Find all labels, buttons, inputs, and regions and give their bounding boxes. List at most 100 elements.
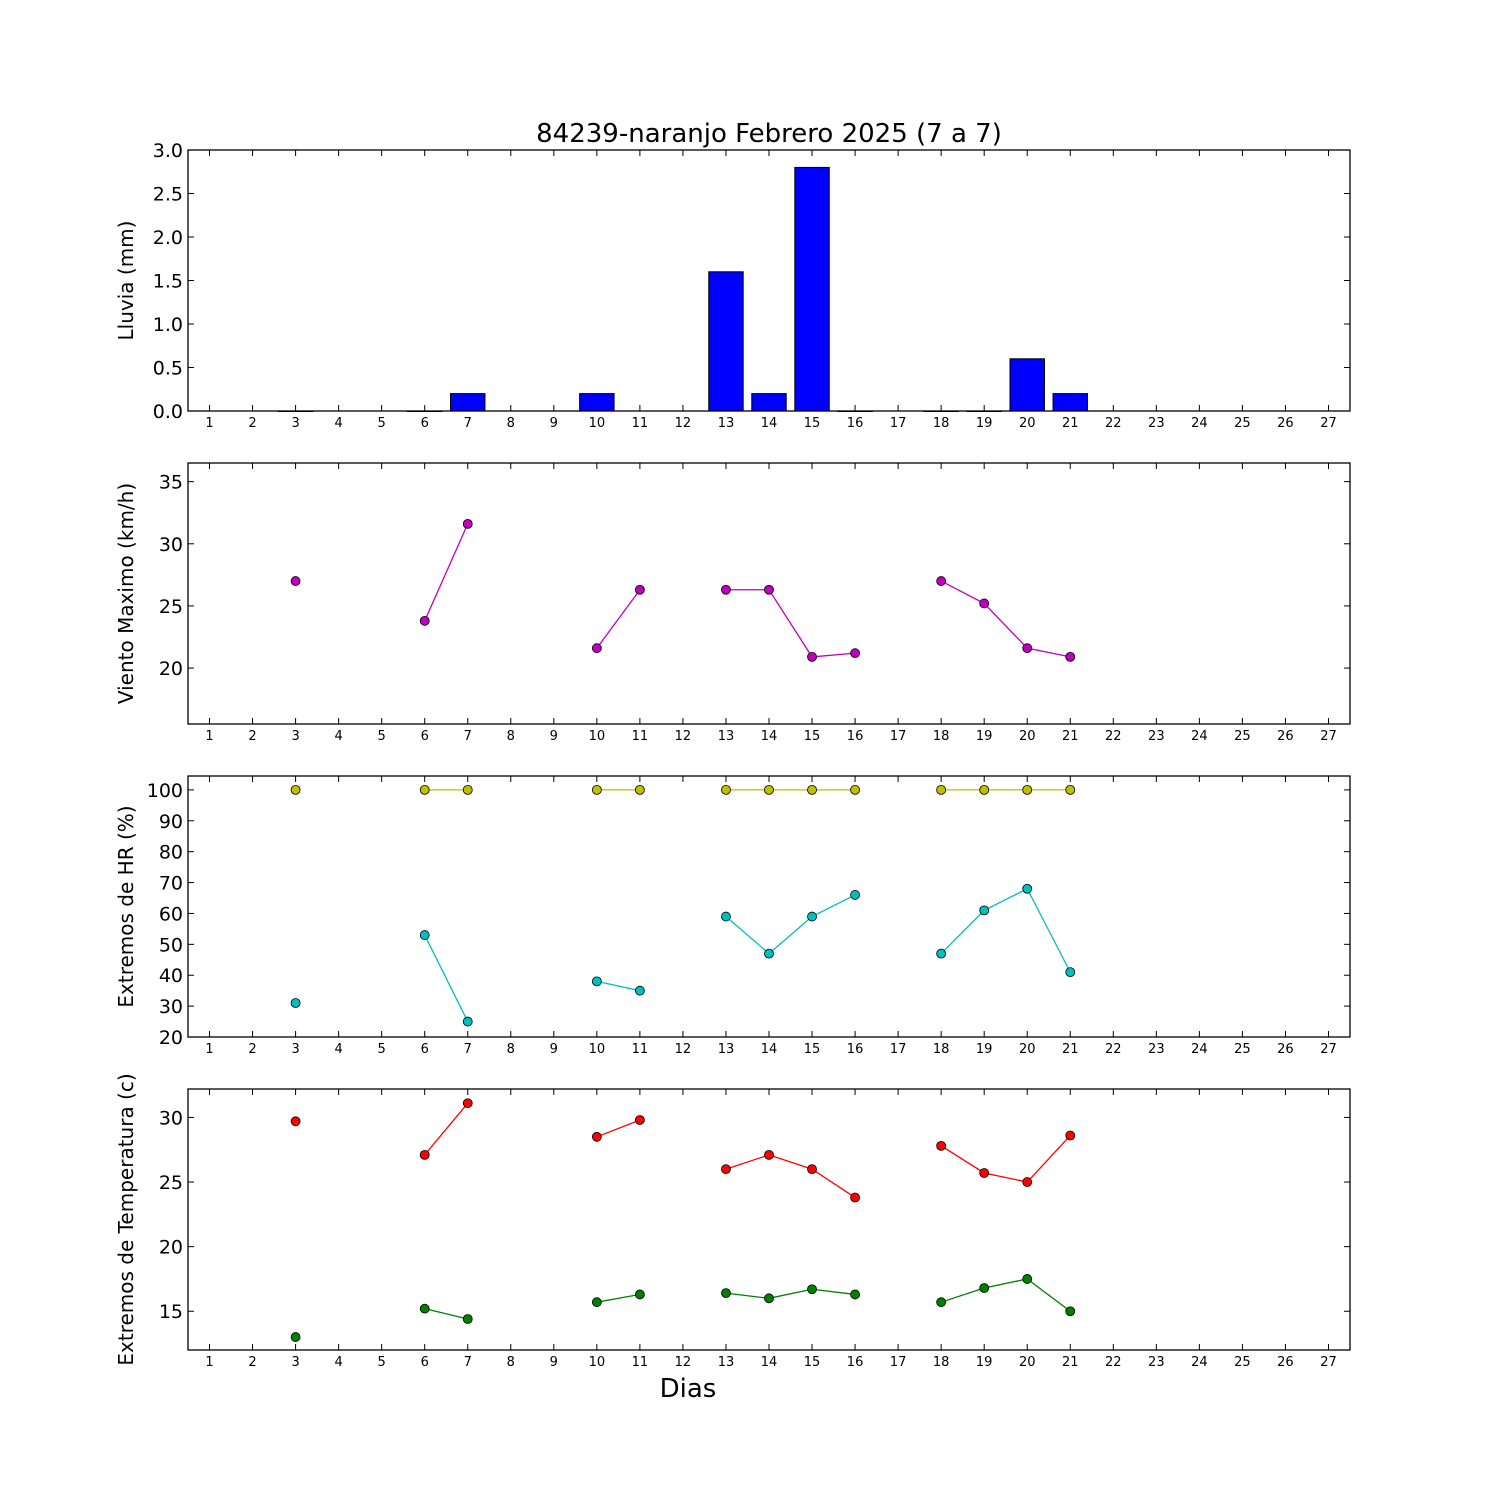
y-tick-label: 35 [159,472,183,494]
x-tick-label: 17 [890,1042,907,1057]
data-point-4-2-day-14 [764,1293,774,1304]
y-tick-label: 80 [159,842,183,864]
x-tick-label: 4 [334,1042,342,1057]
data-point-4-1-day-7 [462,1098,473,1109]
x-tick-label: 22 [1105,1042,1122,1057]
rain-bar-day-19 [966,410,1002,412]
x-tick-label: 16 [847,729,864,744]
data-point-3-2-day-15 [807,911,817,922]
x-tick-label: 18 [933,1042,950,1057]
data-point-3-2-day-10 [591,976,602,987]
x-tick-label: 3 [291,1042,299,1057]
x-tick-label: 21 [1062,1355,1079,1370]
data-point-3-1-day-6 [419,784,430,795]
rain-bar-day-7 [450,393,486,412]
x-tick-label: 24 [1191,416,1208,431]
x-tick-label: 18 [933,1355,950,1370]
y-tick-label: 1.0 [153,314,183,336]
rain-bar-day-6 [406,410,443,412]
x-axis-label: Dias [660,1374,717,1404]
x-tick-label: 17 [890,729,907,744]
x-tick-label: 10 [589,1355,606,1370]
x-tick-label: 3 [291,416,299,431]
y-tick-label: 20 [159,1027,183,1049]
x-tick-label: 25 [1234,416,1251,431]
series-line-3-2 [424,934,469,1022]
y-tick-label: 2.5 [153,184,183,206]
x-tick-label: 12 [675,1355,692,1370]
y-tick-label: 30 [159,1107,183,1129]
x-tick-label: 20 [1019,1355,1036,1370]
series-line-4-1 [424,1102,469,1156]
y-axis-label-4: Extremos de Temperatura (c) [114,1073,138,1365]
data-point-2-1-day-11 [634,584,645,595]
data-point-3-1-day-7 [462,784,473,795]
x-tick-label: 5 [378,1355,386,1370]
y-axis-label-1: Lluvia (mm) [114,221,138,341]
x-tick-label: 27 [1320,729,1337,744]
data-point-3-2-day-3 [290,998,301,1008]
x-tick-label: 18 [933,416,950,431]
data-point-4-1-day-16 [850,1192,860,1203]
data-point-3-1-day-14 [764,784,774,795]
x-tick-label: 25 [1234,1042,1251,1057]
x-tick-label: 13 [718,1355,735,1370]
x-tick-label: 1 [205,416,213,431]
y-tick-label: 0.0 [153,401,183,423]
x-tick-label: 16 [847,1042,864,1057]
data-point-3-1-day-21 [1065,784,1076,795]
series-line-4-1 [596,1119,641,1138]
data-point-4-1-day-10 [591,1131,602,1142]
y-tick-label: 2.0 [153,227,183,249]
data-point-2-1-day-15 [807,651,817,662]
x-tick-label: 1 [205,729,213,744]
x-tick-label: 10 [589,416,606,431]
series-line-2-1 [424,523,469,622]
x-tick-label: 12 [675,416,692,431]
x-tick-label: 7 [464,1042,472,1057]
x-tick-label: 20 [1019,729,1036,744]
series-line-4-2 [940,1278,1071,1312]
x-tick-label: 22 [1105,1355,1122,1370]
x-tick-label: 16 [847,416,864,431]
data-point-3-1-day-18 [936,784,947,795]
x-tick-label: 19 [976,416,993,431]
x-tick-label: 26 [1277,1355,1294,1370]
x-tick-label: 21 [1062,1042,1079,1057]
x-tick-label: 22 [1105,416,1122,431]
x-tick-label: 4 [334,729,342,744]
data-point-3-2-day-14 [764,948,774,959]
data-point-4-1-day-19 [979,1168,990,1178]
x-tick-label: 11 [632,1042,649,1057]
series-line-2-1 [725,589,856,658]
x-tick-label: 15 [804,1355,821,1370]
series-line-4-1 [940,1135,1071,1183]
data-point-4-2-day-7 [462,1314,473,1324]
series-line-4-1 [725,1154,856,1199]
series-line-4-2 [596,1293,641,1303]
data-point-4-2-day-21 [1065,1306,1076,1317]
data-point-4-1-day-20 [1022,1177,1033,1187]
x-tick-label: 19 [976,1042,993,1057]
x-tick-label: 14 [761,729,778,744]
x-tick-label: 2 [248,1355,256,1370]
x-tick-label: 26 [1277,729,1294,744]
series-line-3-2 [725,894,856,955]
x-tick-label: 27 [1320,1042,1337,1057]
x-tick-label: 23 [1148,729,1165,744]
x-tick-label: 25 [1234,1355,1251,1370]
y-tick-label: 1.5 [153,271,183,293]
x-tick-label: 12 [675,1042,692,1057]
data-point-4-2-day-20 [1022,1274,1033,1284]
x-tick-label: 23 [1148,416,1165,431]
x-tick-label: 26 [1277,1042,1294,1057]
data-point-4-1-day-3 [290,1116,301,1127]
data-point-2-1-day-6 [419,615,430,626]
x-tick-label: 15 [804,416,821,431]
x-tick-label: 6 [421,729,429,744]
data-point-4-2-day-11 [634,1289,645,1300]
data-point-3-2-day-20 [1022,883,1033,894]
data-point-4-1-day-11 [634,1115,645,1125]
x-tick-label: 19 [976,729,993,744]
